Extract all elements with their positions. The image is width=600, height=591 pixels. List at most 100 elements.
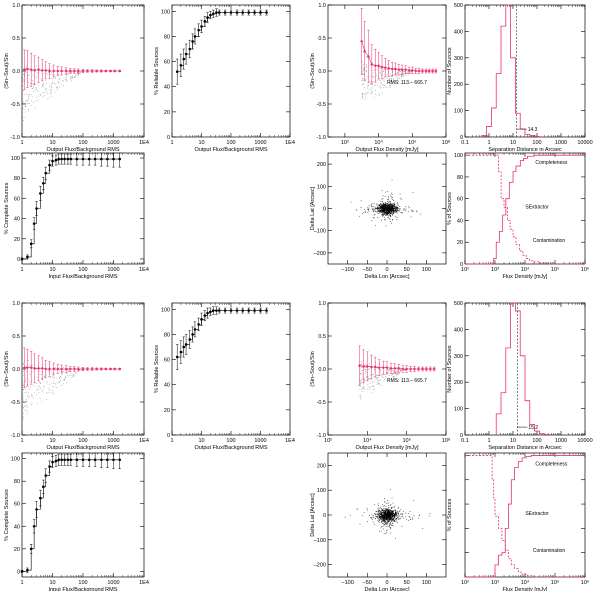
x-tick-label: 10⁶ [581, 579, 589, 586]
scatter-point [65, 375, 67, 377]
x-tick-label: –50 [363, 580, 372, 586]
scatter-point [393, 203, 394, 204]
scatter-point [381, 510, 383, 512]
scatter-point [387, 201, 388, 202]
scatter-point [399, 208, 401, 210]
scatter-point [376, 69, 378, 71]
scatter-point [393, 507, 395, 508]
scatter-point [388, 510, 389, 512]
scatter-point [385, 519, 387, 521]
scatter-point [385, 208, 387, 210]
scatter-point [378, 377, 379, 378]
y-tick-label: –100 [314, 229, 326, 235]
scatter-point [390, 77, 392, 79]
scatter-point [389, 209, 391, 211]
scatter-point [26, 94, 28, 96]
scatter-point [367, 509, 368, 511]
scatter-point [49, 389, 51, 391]
scatter-point [360, 386, 362, 388]
scatter-point [387, 509, 389, 511]
y-tick-label: -0.5 [11, 400, 20, 406]
scatter-point [390, 208, 392, 209]
scatter-point [381, 512, 383, 513]
scatter-point [377, 366, 378, 368]
scatter-point [391, 76, 392, 77]
scatter-point [363, 387, 365, 388]
scatter-point [385, 508, 386, 510]
scatter-point [28, 82, 30, 83]
scatter-point [374, 206, 376, 208]
scatter-point [375, 207, 377, 209]
scatter-point [370, 517, 371, 518]
scatter-point [384, 213, 386, 215]
scatter-point [398, 517, 400, 519]
scatter-point [359, 380, 361, 382]
scatter-point [379, 519, 381, 521]
scatter-point [388, 77, 390, 79]
scatter-point [395, 511, 397, 513]
scatter-point [372, 374, 374, 375]
scatter-point [366, 76, 368, 78]
scatter-point [392, 205, 394, 207]
scatter-point [376, 207, 378, 209]
x-tick-label: 100 [422, 580, 431, 586]
scatter-point [390, 83, 392, 84]
scatter-point [391, 374, 393, 376]
scatter-point [390, 509, 391, 511]
y-tick-label: -1.0 [11, 135, 20, 141]
scatter-point [379, 212, 380, 214]
scatter-point [386, 214, 388, 216]
scatter-point [391, 513, 393, 515]
scatter-point [383, 519, 385, 521]
scatter-point [388, 208, 390, 210]
scatter-point [396, 218, 398, 220]
scatter-point [382, 211, 383, 213]
y-tick-label: 0.5 [12, 36, 20, 42]
data-point [217, 309, 221, 312]
scatter-point [369, 383, 371, 384]
scatter-point [359, 523, 361, 525]
scatter-point [387, 369, 389, 370]
scatter-point [386, 508, 388, 510]
panel-p11: 0.1 1 10 100 1000 100000100200300400500Separa… [447, 301, 593, 451]
scatter-point [385, 508, 387, 510]
scatter-point [22, 120, 23, 122]
scatter-point [45, 88, 47, 89]
scatter-point [361, 94, 363, 96]
scatter-point [22, 415, 23, 417]
scatter-point [381, 520, 383, 522]
scatter-point [387, 211, 389, 212]
scatter-point [396, 210, 398, 211]
scatter-point [344, 516, 346, 518]
scatter-point [390, 509, 391, 511]
scatter-point [60, 83, 62, 85]
scatter-point [38, 95, 39, 97]
scatter-point [31, 71, 33, 72]
scatter-point [380, 371, 382, 373]
scatter-point [385, 376, 386, 378]
scatter-point [394, 521, 396, 522]
x-tick-label: –100 [342, 267, 354, 273]
scatter-point [389, 79, 390, 80]
data-point [66, 458, 70, 462]
scatter-point [390, 488, 391, 490]
y-tick-label: 0 [17, 569, 20, 575]
scatter-point [383, 518, 384, 520]
scatter-point [400, 370, 402, 371]
scatter-point [400, 71, 401, 72]
scatter-point [385, 519, 387, 520]
scatter-point [51, 392, 53, 394]
scatter-point [381, 514, 382, 515]
scatter-point [381, 515, 382, 517]
scatter-point [387, 212, 388, 214]
scatter-point [397, 516, 398, 518]
scatter-point [375, 367, 377, 369]
y-tick-label: -1.0 [317, 135, 326, 141]
scatter-point [390, 512, 392, 513]
scatter-point [385, 213, 387, 215]
scatter-point [36, 394, 38, 395]
scatter-point [59, 381, 61, 382]
scatter-point [385, 211, 387, 213]
scatter-point [384, 212, 385, 213]
